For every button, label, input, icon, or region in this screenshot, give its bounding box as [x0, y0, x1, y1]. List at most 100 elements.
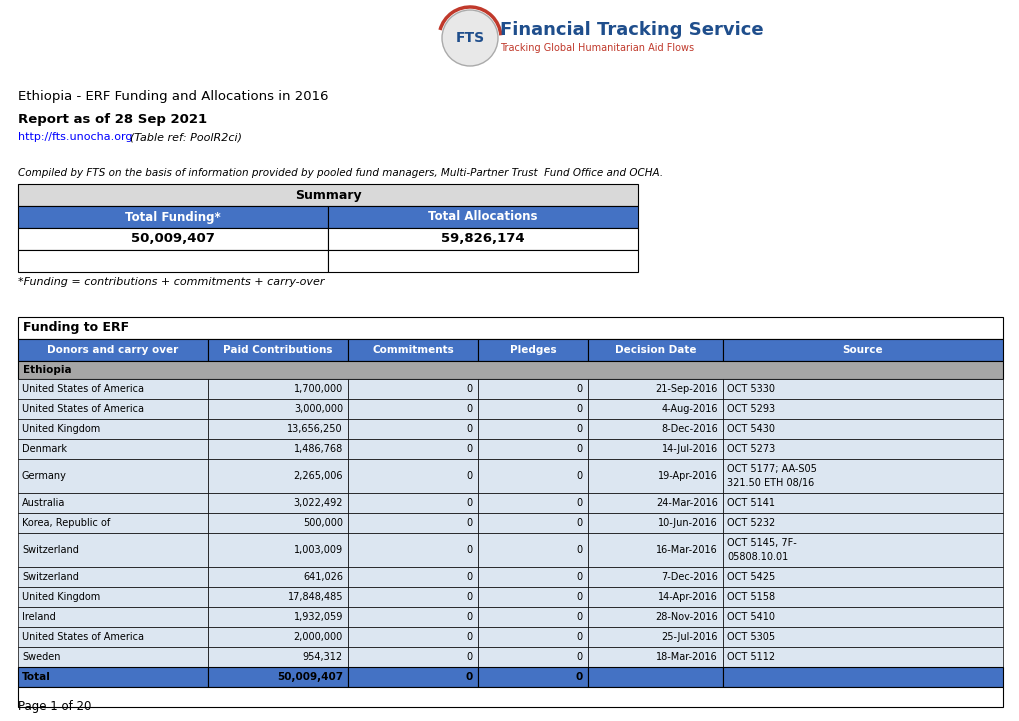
Bar	[347, 607, 478, 627]
Text: Commitments: Commitments	[372, 345, 453, 355]
Bar	[347, 647, 478, 667]
Text: 0: 0	[577, 592, 583, 602]
Bar	[347, 439, 478, 459]
Text: 321.50 ETH 08/16: 321.50 ETH 08/16	[727, 478, 813, 488]
Bar	[478, 587, 587, 607]
Text: 0: 0	[577, 424, 583, 434]
Text: FTS: FTS	[455, 31, 484, 45]
Bar	[722, 627, 1002, 647]
Text: 0: 0	[575, 672, 583, 682]
Text: 28-Nov-2016: 28-Nov-2016	[654, 612, 717, 622]
Text: 14-Jul-2016: 14-Jul-2016	[661, 444, 717, 454]
Text: 0: 0	[577, 652, 583, 662]
Bar	[478, 647, 587, 667]
Text: 0: 0	[577, 498, 583, 508]
Text: OCT 5232: OCT 5232	[727, 518, 774, 528]
Text: Total Funding*: Total Funding*	[125, 211, 221, 224]
Text: 21-Sep-2016: 21-Sep-2016	[655, 384, 717, 394]
Bar	[722, 339, 1002, 361]
Bar	[587, 399, 722, 419]
Text: Switzerland: Switzerland	[22, 572, 78, 582]
Bar	[208, 667, 347, 687]
Bar	[722, 607, 1002, 627]
Bar	[587, 419, 722, 439]
Text: 0: 0	[467, 518, 473, 528]
Text: 0: 0	[466, 672, 473, 682]
Text: 0: 0	[467, 404, 473, 414]
Bar	[587, 339, 722, 361]
Bar	[208, 647, 347, 667]
Bar	[587, 493, 722, 513]
Text: 0: 0	[577, 404, 583, 414]
Bar	[347, 533, 478, 567]
Text: 0: 0	[467, 632, 473, 642]
Bar	[347, 493, 478, 513]
Text: 0: 0	[467, 652, 473, 662]
Bar	[208, 419, 347, 439]
Text: Total Allocations: Total Allocations	[428, 211, 537, 224]
Bar	[18, 379, 208, 399]
Bar	[587, 647, 722, 667]
Bar	[587, 379, 722, 399]
Text: http://fts.unocha.org: http://fts.unocha.org	[18, 132, 132, 142]
Text: United Kingdom: United Kingdom	[22, 424, 100, 434]
Bar	[347, 459, 478, 493]
Bar	[18, 667, 208, 687]
Bar	[18, 627, 208, 647]
Bar	[587, 533, 722, 567]
Bar	[722, 647, 1002, 667]
Text: 0: 0	[577, 632, 583, 642]
Bar	[722, 533, 1002, 567]
Bar	[347, 627, 478, 647]
Bar	[18, 206, 328, 228]
Bar	[208, 459, 347, 493]
Text: 0: 0	[467, 545, 473, 555]
Text: Paid Contributions: Paid Contributions	[223, 345, 332, 355]
Text: 0: 0	[577, 518, 583, 528]
Text: 4-Aug-2016: 4-Aug-2016	[661, 404, 717, 414]
Text: 1,486,768: 1,486,768	[293, 444, 342, 454]
Bar	[478, 567, 587, 587]
Circle shape	[441, 10, 497, 66]
Text: Ethiopia: Ethiopia	[23, 365, 71, 375]
Text: 59,826,174: 59,826,174	[441, 232, 525, 245]
Bar	[478, 667, 587, 687]
Bar	[722, 587, 1002, 607]
Text: 3,022,492: 3,022,492	[293, 498, 342, 508]
Bar	[478, 493, 587, 513]
Bar	[722, 399, 1002, 419]
Bar	[18, 687, 1002, 707]
Text: 17,848,485: 17,848,485	[287, 592, 342, 602]
Bar	[347, 419, 478, 439]
Text: 16-Mar-2016: 16-Mar-2016	[655, 545, 717, 555]
Bar	[18, 607, 208, 627]
Bar	[722, 439, 1002, 459]
Text: 18-Mar-2016: 18-Mar-2016	[655, 652, 717, 662]
Text: 0: 0	[577, 471, 583, 481]
Text: 14-Apr-2016: 14-Apr-2016	[657, 592, 717, 602]
Text: 7-Dec-2016: 7-Dec-2016	[660, 572, 717, 582]
Text: OCT 5330: OCT 5330	[727, 384, 774, 394]
Text: 0: 0	[467, 444, 473, 454]
Bar	[347, 339, 478, 361]
Bar	[208, 513, 347, 533]
Bar	[18, 493, 208, 513]
Text: Donors and carry over: Donors and carry over	[47, 345, 178, 355]
Bar	[208, 533, 347, 567]
Text: Germany: Germany	[22, 471, 67, 481]
Text: 0: 0	[467, 424, 473, 434]
Text: United States of America: United States of America	[22, 632, 144, 642]
Text: *Funding = contributions + commitments + carry-over: *Funding = contributions + commitments +…	[18, 277, 324, 287]
Bar	[18, 339, 208, 361]
Text: OCT 5430: OCT 5430	[727, 424, 774, 434]
Bar	[208, 567, 347, 587]
Bar	[347, 513, 478, 533]
Bar	[18, 439, 208, 459]
Text: United States of America: United States of America	[22, 404, 144, 414]
Text: Denmark: Denmark	[22, 444, 67, 454]
Bar	[18, 184, 637, 206]
Bar	[478, 607, 587, 627]
Bar	[18, 399, 208, 419]
Text: Australia: Australia	[22, 498, 65, 508]
Text: Decision Date: Decision Date	[614, 345, 696, 355]
